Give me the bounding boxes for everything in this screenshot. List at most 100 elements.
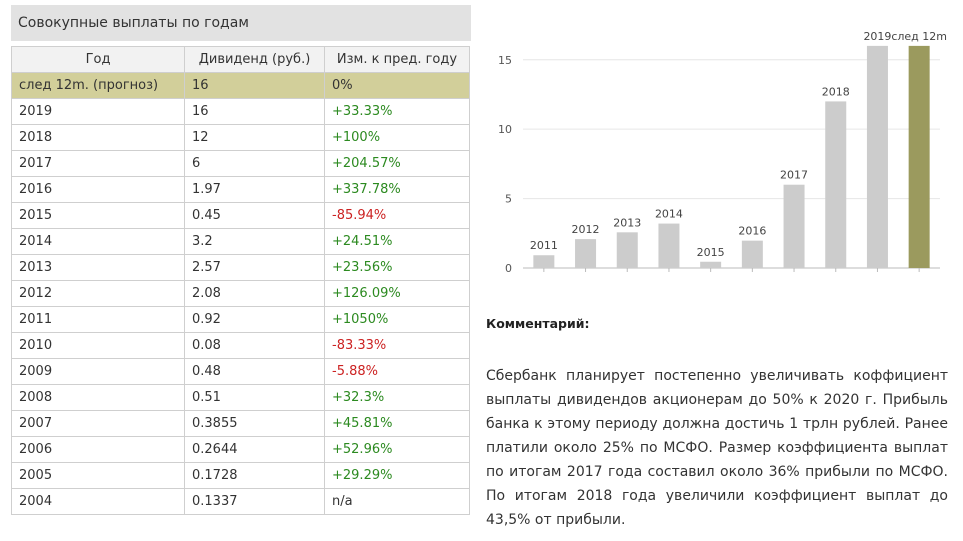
y-tick-label: 5 bbox=[505, 193, 512, 206]
table-row: 2014 3.2 +24.51% bbox=[11, 228, 470, 255]
cell-change: +1050% bbox=[324, 306, 470, 333]
column-header-change: Изм. к пред. году bbox=[324, 46, 470, 73]
cell-dividend: 0.51 bbox=[184, 384, 325, 411]
cell-dividend: 0.48 bbox=[184, 358, 325, 385]
cell-change: +126.09% bbox=[324, 280, 470, 307]
table-row: след 12m. (прогноз) 16 0% bbox=[11, 72, 470, 99]
cell-change: +33.33% bbox=[324, 98, 470, 125]
cell-dividend: 2.08 bbox=[184, 280, 325, 307]
table-row: 2012 2.08 +126.09% bbox=[11, 280, 470, 307]
cell-year: 2019 bbox=[11, 98, 185, 125]
cell-year: 2006 bbox=[11, 436, 185, 463]
cell-year: 2010 bbox=[11, 332, 185, 359]
cell-dividend: 16 bbox=[184, 72, 325, 99]
bar-label: 2016 bbox=[738, 225, 766, 238]
cell-change: n/a bbox=[324, 488, 470, 515]
cell-change: 0% bbox=[324, 72, 470, 99]
y-tick-label: 10 bbox=[498, 123, 512, 136]
cell-change: -83.33% bbox=[324, 332, 470, 359]
cell-change: +100% bbox=[324, 124, 470, 151]
cell-dividend: 3.2 bbox=[184, 228, 325, 255]
bar-2011 bbox=[533, 255, 555, 268]
cell-dividend: 0.1337 bbox=[184, 488, 325, 515]
cell-year: 2007 bbox=[11, 410, 185, 437]
bar-label: 2015 bbox=[697, 246, 725, 259]
cell-year: 2012 bbox=[11, 280, 185, 307]
bar-2014 bbox=[658, 223, 680, 268]
cell-change: +24.51% bbox=[324, 228, 470, 255]
cell-change: +52.96% bbox=[324, 436, 470, 463]
cell-year: 2004 bbox=[11, 488, 185, 515]
bar-label: след 12m bbox=[891, 30, 947, 43]
column-header-year: Год bbox=[11, 46, 185, 73]
cell-dividend: 12 bbox=[184, 124, 325, 151]
cell-dividend: 0.45 bbox=[184, 202, 325, 229]
cell-change: +204.57% bbox=[324, 150, 470, 177]
cell-year: след 12m. (прогноз) bbox=[11, 72, 185, 99]
bar-2019 bbox=[866, 45, 888, 268]
cell-change: +29.29% bbox=[324, 462, 470, 489]
bar-2015 bbox=[700, 261, 722, 268]
table-row: 2008 0.51 +32.3% bbox=[11, 384, 470, 411]
bar-label: 2011 bbox=[530, 239, 558, 252]
bar-label: 2018 bbox=[822, 85, 850, 98]
bar-label: 2019 bbox=[863, 30, 891, 43]
cell-year: 2013 bbox=[11, 254, 185, 281]
table-row: 2004 0.1337 n/a bbox=[11, 488, 470, 515]
table-row: 2018 12 +100% bbox=[11, 124, 470, 151]
bar-label: 2013 bbox=[613, 216, 641, 229]
bar-след 12m bbox=[908, 45, 930, 268]
bar-label: 2017 bbox=[780, 169, 808, 182]
cell-dividend: 0.2644 bbox=[184, 436, 325, 463]
cell-dividend: 0.1728 bbox=[184, 462, 325, 489]
cell-year: 2014 bbox=[11, 228, 185, 255]
cell-change: +23.56% bbox=[324, 254, 470, 281]
table-row: 2019 16 +33.33% bbox=[11, 98, 470, 125]
table-row: 2017 6 +204.57% bbox=[11, 150, 470, 177]
dividend-bar-chart: 0 5 10 15 2011 2012 2013 2014 2015 2016 2017 2018 20… bbox=[498, 30, 947, 275]
table-header-row: Год Дивиденд (руб.) Изм. к пред. году bbox=[11, 46, 470, 73]
table-row: 2013 2.57 +23.56% bbox=[11, 254, 470, 281]
bar-label: 2012 bbox=[572, 223, 600, 236]
bar-2018 bbox=[825, 101, 847, 268]
table-row: 2015 0.45 -85.94% bbox=[11, 202, 470, 229]
cell-dividend: 0.3855 bbox=[184, 410, 325, 437]
cell-dividend: 0.92 bbox=[184, 306, 325, 333]
cell-dividend: 6 bbox=[184, 150, 325, 177]
section-title: Совокупные выплаты по годам bbox=[11, 5, 471, 41]
table-row: 2007 0.3855 +45.81% bbox=[11, 410, 470, 437]
cell-year: 2015 bbox=[11, 202, 185, 229]
cell-year: 2005 bbox=[11, 462, 185, 489]
cell-year: 2018 bbox=[11, 124, 185, 151]
bar-label: 2014 bbox=[655, 208, 683, 221]
cell-year: 2016 bbox=[11, 176, 185, 203]
cell-year: 2011 bbox=[11, 306, 185, 333]
comment-title: Комментарий: bbox=[486, 316, 590, 331]
bar-2016 bbox=[741, 240, 763, 268]
table-row: 2016 1.97 +337.78% bbox=[11, 176, 470, 203]
cell-change: +32.3% bbox=[324, 384, 470, 411]
table-body: след 12m. (прогноз) 16 0% 2019 16 +33.33% 2018… bbox=[11, 72, 470, 515]
cell-dividend: 0.08 bbox=[184, 332, 325, 359]
bar-2017 bbox=[783, 184, 805, 268]
cell-change: -85.94% bbox=[324, 202, 470, 229]
table-row: 2009 0.48 -5.88% bbox=[11, 358, 470, 385]
comment-text: Сбербанк планирует постепенно увеличиват… bbox=[486, 368, 948, 528]
cell-change: -5.88% bbox=[324, 358, 470, 385]
column-header-dividend: Дивиденд (руб.) bbox=[184, 46, 325, 73]
cell-dividend: 16 bbox=[184, 98, 325, 125]
table-row: 2006 0.2644 +52.96% bbox=[11, 436, 470, 463]
table-row: 2010 0.08 -83.33% bbox=[11, 332, 470, 359]
y-tick-label: 0 bbox=[505, 262, 512, 275]
bar-2012 bbox=[575, 239, 597, 268]
cell-year: 2017 bbox=[11, 150, 185, 177]
cell-change: +337.78% bbox=[324, 176, 470, 203]
cell-dividend: 2.57 bbox=[184, 254, 325, 281]
cell-change: +45.81% bbox=[324, 410, 470, 437]
dividends-table: Год Дивиденд (руб.) Изм. к пред. году сл… bbox=[11, 46, 470, 515]
table-row: 2005 0.1728 +29.29% bbox=[11, 462, 470, 489]
cell-dividend: 1.97 bbox=[184, 176, 325, 203]
cell-year: 2009 bbox=[11, 358, 185, 385]
bar-2013 bbox=[616, 232, 638, 268]
table-row: 2011 0.92 +1050% bbox=[11, 306, 470, 333]
